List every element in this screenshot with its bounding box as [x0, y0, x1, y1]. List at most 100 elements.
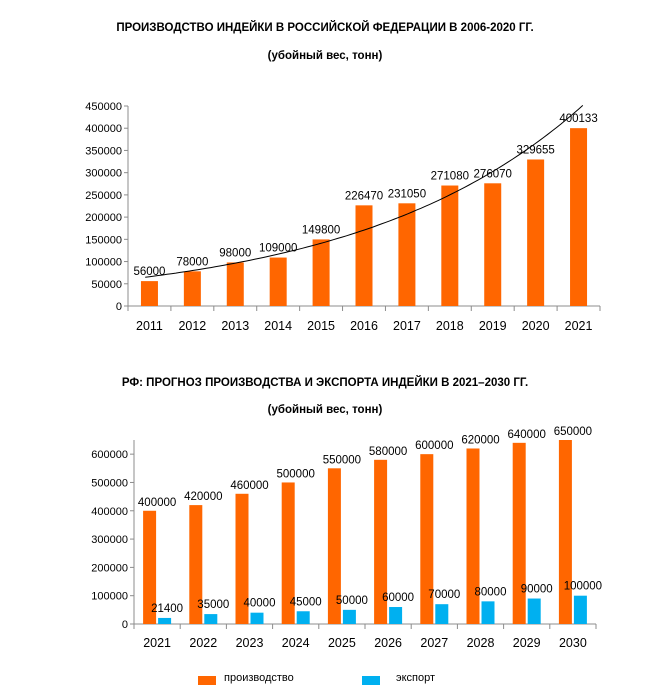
chart2-x-tick-label: 2026: [374, 636, 402, 650]
chart1-x-tick-label: 2012: [178, 319, 206, 333]
chart1-bar: [484, 183, 502, 306]
chart1-bar: [140, 281, 158, 306]
chart2-data-label-export: 70000: [428, 589, 460, 601]
chart1-data-label: 231050: [388, 188, 426, 200]
chart2-y-tick-label: 500000: [91, 477, 128, 489]
chart2-y-tick-label: 0: [122, 619, 128, 631]
chart2-bar-export: [389, 607, 403, 624]
chart1-y-tick-label: 0: [116, 301, 122, 313]
chart2-subtitle: (убойный вес, тонн): [267, 404, 383, 416]
chart1-x-tick-label: 2021: [565, 319, 593, 333]
chart2-x-tick-label: 2024: [282, 636, 310, 650]
chart1-data-label: 329655: [516, 144, 554, 156]
chart2-bar-export: [342, 609, 356, 624]
chart2-bar-production: [143, 510, 157, 624]
chart1-title: ПРОИЗВОДСТВО ИНДЕЙКИ В РОССИЙСКОЙ ФЕДЕРА…: [116, 22, 534, 34]
chart2-bar-production: [281, 482, 295, 624]
chart1-x-tick-label: 2013: [221, 319, 249, 333]
chart2-bar-production: [512, 442, 526, 624]
chart1-bar: [183, 271, 201, 306]
chart2-bar-export: [481, 601, 495, 624]
chart1-y-tick-label: 200000: [85, 212, 122, 224]
chart2-data-label-export: 35000: [197, 599, 229, 611]
chart1-bar: [398, 203, 416, 306]
chart1-trendline: [145, 105, 584, 278]
chart2-bar-production: [558, 440, 572, 624]
chart2-bar-export: [435, 604, 449, 624]
chart2-data-label-production: 640000: [508, 429, 546, 441]
chart1-x-tick-label: 2014: [264, 319, 292, 333]
chart2-data-label-export: 100000: [564, 581, 602, 593]
legend-label-production: производство: [224, 672, 294, 684]
chart1-bar: [269, 257, 287, 306]
legend-swatch-export: [362, 676, 380, 685]
chart1-bar: [312, 239, 330, 306]
chart1-data-label: 271080: [431, 171, 469, 183]
chart2-y-tick-label: 400000: [91, 506, 128, 518]
chart2-bar-production: [327, 468, 341, 624]
chart2-x-tick-label: 2029: [513, 636, 541, 650]
chart1-x-tick-label: 2020: [522, 319, 550, 333]
chart1-bar: [355, 205, 373, 306]
chart2-bar-export: [573, 595, 587, 624]
chart2-data-label-production: 420000: [184, 491, 222, 503]
chart1-x-tick-label: 2015: [307, 319, 335, 333]
chart2-bar-production: [466, 448, 480, 624]
chart1-data-label: 276070: [474, 168, 512, 180]
chart1-x-tick-label: 2018: [436, 319, 464, 333]
chart1-y-tick-label: 50000: [91, 279, 122, 291]
chart1-x-tick-label: 2017: [393, 319, 421, 333]
chart1-y-tick-label: 400000: [85, 123, 122, 135]
chart1-bar: [570, 128, 588, 306]
chart2-data-label-export: 50000: [336, 595, 368, 607]
chart1-bar: [527, 159, 545, 306]
chart2-data-label-export: 60000: [382, 592, 414, 604]
chart2-y-tick-label: 600000: [91, 449, 128, 461]
chart1-data-label: 400133: [559, 113, 597, 125]
chart2-data-label-production: 650000: [554, 426, 592, 438]
chart2-x-tick-label: 2021: [143, 636, 171, 650]
chart1-y-tick-label: 150000: [85, 234, 122, 246]
chart1-y-tick-label: 250000: [85, 190, 122, 202]
chart2-bar-production: [189, 505, 203, 624]
chart1-y-tick-label: 300000: [85, 168, 122, 180]
chart1-data-label: 56000: [133, 266, 165, 278]
chart1-subtitle: (убойный вес, тонн): [267, 50, 383, 62]
chart2-legend: производство экспорт: [0, 672, 650, 688]
chart2-bar-export: [250, 612, 264, 624]
chart2-x-tick-label: 2022: [189, 636, 217, 650]
chart2-x-tick-label: 2028: [467, 636, 495, 650]
chart1-bar: [226, 262, 244, 306]
chart2-bar-production: [374, 459, 388, 624]
chart2-y-tick-label: 100000: [91, 591, 128, 603]
chart1-data-label: 226470: [345, 190, 383, 202]
chart1-bar: [441, 185, 459, 306]
chart2-bar-export: [158, 617, 172, 624]
chart1-y-tick-label: 350000: [85, 145, 122, 157]
chart2-x-tick-label: 2027: [420, 636, 448, 650]
chart1-data-label: 149800: [302, 224, 340, 236]
legend-swatch-production: [198, 676, 216, 685]
chart2-data-label-export: 45000: [290, 596, 322, 608]
chart1-y-tick-label: 100000: [85, 257, 122, 269]
chart1-y-tick-label: 450000: [85, 101, 122, 113]
chart2-data-label-export: 21400: [151, 603, 183, 615]
chart1-x-tick-label: 2019: [479, 319, 507, 333]
chart2-x-tick-label: 2030: [559, 636, 587, 650]
chart2-data-label-export: 80000: [475, 586, 507, 598]
chart1-x-tick-label: 2016: [350, 319, 378, 333]
chart2-data-label-production: 400000: [138, 497, 176, 509]
chart1-data-label: 78000: [176, 256, 208, 268]
legend-label-export: экспорт: [396, 672, 436, 684]
chart2-data-label-export: 90000: [521, 584, 553, 596]
chart2-bar-export: [296, 611, 310, 624]
chart2-y-tick-label: 300000: [91, 534, 128, 546]
chart2-x-tick-label: 2023: [236, 636, 264, 650]
chart1-data-label: 98000: [219, 247, 251, 259]
chart2-x-tick-label: 2025: [328, 636, 356, 650]
chart2-data-label-production: 580000: [369, 446, 407, 458]
chart2-data-label-production: 500000: [277, 468, 315, 480]
chart2-bar-export: [527, 598, 541, 624]
chart2-data-label-production: 620000: [461, 434, 499, 446]
